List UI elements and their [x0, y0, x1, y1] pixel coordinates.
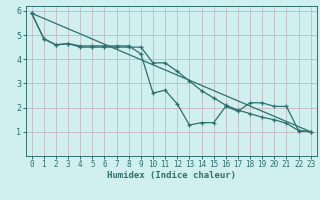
X-axis label: Humidex (Indice chaleur): Humidex (Indice chaleur): [107, 171, 236, 180]
